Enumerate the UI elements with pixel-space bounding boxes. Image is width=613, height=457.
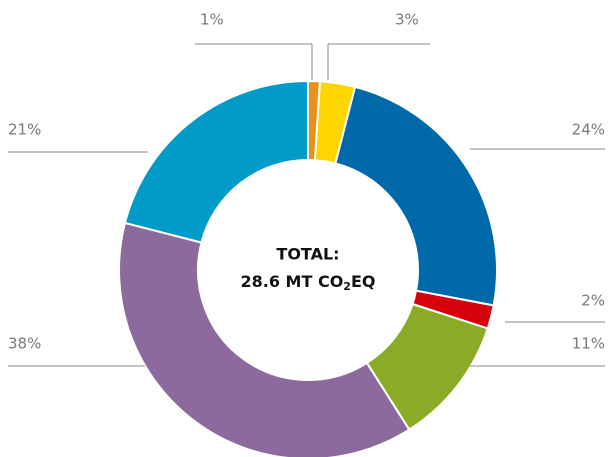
donut-slice	[118, 221, 411, 457]
center-total-main: 28.6 MT CO	[241, 272, 344, 291]
donut-slice	[307, 79, 321, 162]
center-title: TOTAL:	[276, 245, 339, 264]
center-total-sub: 2	[343, 280, 351, 293]
donut-slice	[365, 302, 490, 431]
donut-slice	[411, 289, 495, 330]
center-total-end: EQ	[351, 272, 376, 291]
value-label: 3%	[395, 11, 419, 29]
value-label: 2%	[581, 292, 605, 310]
value-label: 24%	[572, 121, 605, 139]
donut-slice	[313, 80, 357, 165]
center-total: 28.6 MT CO2EQ	[241, 272, 376, 294]
value-label: 11%	[572, 335, 605, 353]
donut-slice	[334, 85, 498, 307]
value-label: 21%	[8, 121, 41, 139]
value-label: 38%	[8, 335, 41, 353]
donut-slice	[123, 79, 309, 244]
value-label: 1%	[200, 11, 224, 29]
